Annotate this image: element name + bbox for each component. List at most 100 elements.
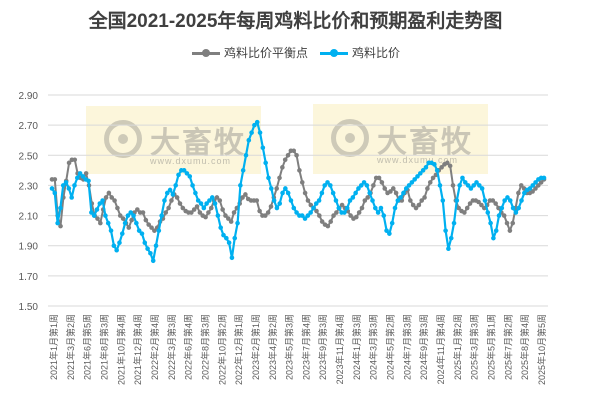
series-0-point-156	[493, 201, 498, 206]
series-1-point-37	[153, 243, 159, 249]
series-1-point-90	[302, 216, 308, 221]
series-1-point-13	[86, 178, 91, 184]
series-0-point-3	[58, 223, 63, 229]
series-1-point-162	[505, 195, 510, 200]
series-0-point-82	[282, 157, 288, 163]
series-1-point-59	[215, 213, 221, 218]
series-1-point-45	[176, 172, 181, 178]
series-0-point-52	[197, 210, 203, 215]
series-0-point-50	[191, 207, 197, 212]
series-0-point-19	[103, 195, 109, 200]
series-0-point-159	[501, 213, 507, 218]
watermark-brand: 大畜牧	[150, 127, 246, 160]
x-tick-label-0: 2021年1月第1周	[48, 314, 59, 380]
series-0-point-170	[533, 186, 538, 191]
series-1-point-75	[260, 145, 266, 151]
series-1-point-63	[226, 240, 232, 245]
series-1-point-157	[491, 235, 496, 241]
series-0-point-111	[365, 195, 370, 200]
y-tick-label-0: 2.90	[19, 91, 39, 102]
series-0-point-64	[231, 210, 237, 215]
series-1-point-34	[145, 246, 150, 252]
series-1-point-94	[313, 201, 319, 206]
x-tick-label-5: 2021年12月第4周	[132, 314, 143, 385]
series-1-point-51	[193, 190, 198, 196]
series-1-point-146	[460, 175, 465, 181]
series-1-point-23	[114, 247, 119, 253]
series-1-point-57	[209, 195, 215, 200]
series-0-point-88	[299, 180, 305, 185]
series-1-point-6	[66, 186, 72, 191]
series-1-point-5	[63, 180, 69, 185]
series-1-point-116	[375, 210, 381, 215]
series-1-point-74	[257, 130, 263, 135]
series-0-point-143	[456, 205, 461, 211]
series-1-point-137	[434, 168, 440, 173]
series-0-point-108	[356, 210, 362, 215]
series-1-point-53	[198, 201, 204, 206]
x-tick-label-17: 2023年11月第4周	[334, 314, 345, 384]
series-0-point-41	[166, 205, 171, 211]
series-0-point-35	[149, 225, 154, 230]
series-1-point-119	[384, 228, 389, 233]
series-1-point-89	[299, 213, 305, 218]
series-0-point-120	[390, 186, 396, 191]
series-1-point-100	[330, 190, 336, 196]
series-0-point-130	[419, 198, 425, 203]
series-0-point-139	[445, 160, 450, 166]
series-1-point-96	[319, 190, 325, 196]
series-1-point-155	[485, 210, 491, 215]
series-0-point-46	[180, 205, 186, 211]
series-1-point-32	[139, 231, 145, 236]
watermark-url: www.dxumu.com	[377, 155, 459, 165]
series-0-point-109	[359, 205, 365, 211]
series-0-point-76	[265, 210, 271, 215]
series-1-point-36	[150, 258, 156, 264]
series-1-point-168	[522, 190, 527, 196]
legend-entry-ratio[interactable]: 鸡料比价	[320, 44, 400, 61]
series-0-point-161	[507, 228, 513, 233]
legend-entry-balance[interactable]: 鸡料比价平衡点	[192, 44, 308, 61]
series-0-point-40	[163, 210, 169, 215]
series-1-point-151	[474, 180, 479, 185]
series-0-point-51	[194, 204, 200, 209]
series-0-point-131	[422, 195, 427, 200]
series-0-point-126	[408, 198, 413, 203]
series-1-point-0	[49, 186, 55, 191]
series-0-point-171	[536, 183, 541, 188]
series-1-point-139	[440, 198, 446, 203]
series-1-point-118	[381, 213, 387, 218]
series-0-point-73	[257, 208, 262, 214]
series-1-point-171	[530, 183, 536, 188]
series-1-point-167	[519, 198, 524, 203]
series-0-point-60	[220, 207, 225, 212]
series-1-point-58	[212, 201, 218, 206]
series-1-point-69	[243, 152, 249, 158]
series-0-point-63	[228, 219, 234, 224]
series-1-point-161	[502, 198, 507, 203]
series-1-point-29	[131, 213, 136, 218]
series-0-point-116	[379, 180, 385, 185]
x-tick-label-4: 2021年10月第4周	[115, 314, 126, 385]
series-1-point-2	[55, 220, 60, 226]
series-0-point-17	[98, 220, 103, 226]
series-0-point-141	[450, 183, 456, 188]
series-1-point-148	[465, 183, 471, 188]
series-0-point-58	[214, 195, 220, 200]
series-0-point-151	[479, 202, 484, 208]
series-0-point-72	[254, 198, 260, 203]
y-tick-label-3: 2.30	[19, 181, 39, 192]
series-1-point-141	[446, 246, 451, 252]
series-1-point-105	[344, 205, 350, 211]
series-1-point-99	[328, 183, 333, 188]
legend-label-ratio: 鸡料比价	[352, 46, 401, 60]
series-0-point-129	[416, 202, 422, 208]
series-1-point-16	[94, 207, 100, 212]
series-1-point-110	[358, 183, 364, 188]
series-0-point-25	[120, 216, 126, 221]
series-0-point-81	[280, 165, 285, 170]
series-0-point-107	[354, 214, 359, 220]
series-1-point-35	[148, 250, 153, 256]
series-1-point-47	[181, 168, 187, 173]
